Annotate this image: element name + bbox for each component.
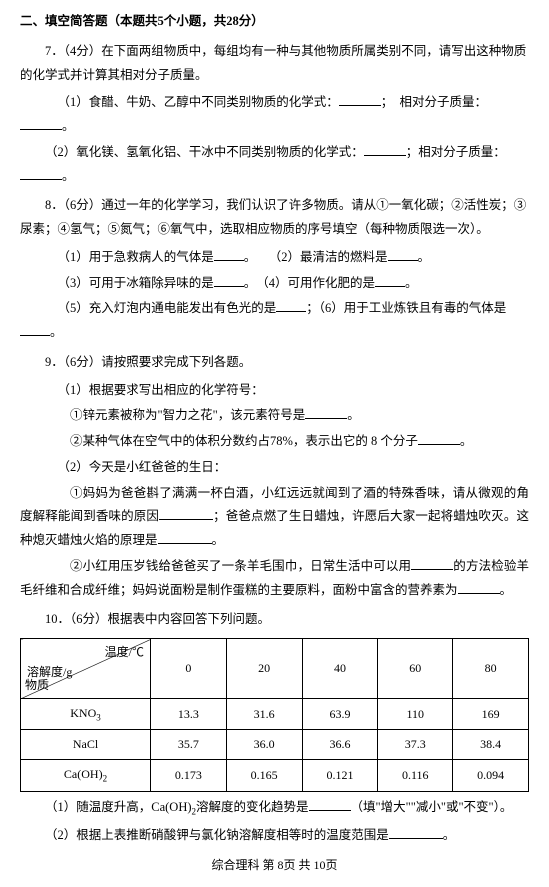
table-row: NaCl 35.7 36.0 36.6 37.3 38.4 (21, 730, 529, 760)
row-name: KNO3 (21, 699, 151, 730)
blank (364, 143, 406, 156)
q8-t2: 。 （2）最清洁的燃料是 (244, 250, 388, 264)
solubility-table: 温度/℃ 溶解度/g 物质 0 20 40 60 80 KNO3 13.3 31… (20, 638, 529, 792)
cell: 38.4 (453, 730, 529, 760)
cell: 0.173 (151, 760, 227, 791)
cell: 0.116 (378, 760, 453, 791)
cell: 63.9 (302, 699, 378, 730)
blank (214, 248, 244, 261)
blank (389, 827, 443, 840)
diag-bot: 物质 (25, 674, 49, 697)
col-2: 40 (302, 639, 378, 699)
q8-t4e: 。 (405, 276, 418, 290)
q10-stem: 10．（6分）根据表中内容回答下列问题。 (20, 608, 529, 632)
q8-t6: ；（6）用于工业炼铁且有毒的气体是 (306, 301, 506, 315)
table-diag-header: 温度/℃ 溶解度/g 物质 (21, 639, 151, 699)
cell: 13.3 (151, 699, 227, 730)
cell: 36.6 (302, 730, 378, 760)
q7-p1-text3: 。 (62, 119, 75, 133)
table-row: Ca(OH)2 0.173 0.165 0.121 0.116 0.094 (21, 760, 529, 791)
q8-t6e: 。 (50, 325, 63, 339)
q7-p2-text3: 。 (62, 169, 75, 183)
blank (20, 118, 62, 131)
q7-part1: （1）食醋、牛奶、乙醇中不同类别物质的化学式： ； 相对分子质量： 。 (20, 91, 529, 139)
cell: 0.165 (226, 760, 302, 791)
blank (418, 433, 460, 446)
col-4: 80 (453, 639, 529, 699)
q8-line3: （5）充入灯泡内通电能发出有色光的是 ；（6）用于工业炼铁且有毒的气体是。 (20, 297, 529, 345)
q9-p1: （1）根据要求写出相应的化学符号： (20, 379, 529, 403)
q9-p2a: ①妈妈为爸爸斟了满满一杯白酒，小红远远就闻到了酒的特殊香味，请从微观的角度解释能… (20, 482, 529, 553)
q7-p1-text2: ； 相对分子质量： (381, 95, 487, 109)
blank (214, 274, 244, 287)
blank (20, 167, 62, 180)
q10-s1-t2: （填"增大""减小"或"不变"）。 (351, 800, 513, 814)
q9-p2b: ②小红用压岁钱给爸爸买了一条羊毛围巾，日常生活中可以用的方法检验羊毛纤维和合成纤… (20, 555, 529, 603)
cell: 169 (453, 699, 529, 730)
q8-t3: （3）可用于冰箱除异味的是 (58, 276, 214, 290)
row-name: Ca(OH)2 (21, 760, 151, 791)
q8-line1: （1）用于急救病人的气体是 。 （2）最清洁的燃料是 。 (20, 246, 529, 270)
q7-part2: （2）氧化镁、氢氧化铝、干冰中不同类别物质的化学式： ；相对分子质量： 。 (20, 141, 529, 189)
cell: 37.3 (378, 730, 453, 760)
cell: 35.7 (151, 730, 227, 760)
q10-s1-t1: （1）随温度升高，Ca(OH)2溶解度的变化趋势是 (45, 800, 309, 814)
q9-p1a-text: ①锌元素被称为"智力之花"，该元素符号是 (70, 408, 305, 422)
q9-p2a-t3: 。 (212, 533, 225, 547)
col-0: 0 (151, 639, 227, 699)
cell: 0.121 (302, 760, 378, 791)
col-3: 60 (378, 639, 453, 699)
col-1: 20 (226, 639, 302, 699)
page-footer: 综合理科 第 8页 共 10页 (20, 854, 529, 877)
q8-stem: 8．（6分）通过一年的化学学习，我们认识了许多物质。请从①一氧化碳；②活性炭；③… (20, 194, 529, 242)
q9-p1b: ②某种气体在空气中的体积分数约占78%，表示出它的 8 个分子。 (20, 430, 529, 454)
diag-top: 温度/℃ (105, 641, 144, 664)
blank (388, 248, 418, 261)
blank (276, 300, 306, 313)
q9-p2b-t3: 。 (500, 583, 513, 597)
q8-t2e: 。 (418, 250, 431, 264)
blank (309, 798, 351, 811)
blank (20, 324, 50, 337)
q8-t5: （5）充入灯泡内通电能发出有色光的是 (58, 301, 277, 315)
q7-p2-text2: ；相对分子质量： (406, 145, 506, 159)
row-name: NaCl (21, 730, 151, 760)
blank (305, 407, 347, 420)
q7-p2-text1: （2）氧化镁、氢氧化铝、干冰中不同类别物质的化学式： (45, 145, 364, 159)
blank (411, 557, 453, 570)
q7-p1-text1: （1）食醋、牛奶、乙醇中不同类别物质的化学式： (58, 95, 339, 109)
cell: 110 (378, 699, 453, 730)
blank (458, 581, 500, 594)
section-title: 二、填空简答题（本题共5个小题，共28分） (20, 10, 529, 34)
cell: 31.6 (226, 699, 302, 730)
table-row: KNO3 13.3 31.6 63.9 110 169 (21, 699, 529, 730)
q10-s2-t1: （2）根据上表推断硝酸钾与氯化钠溶解度相等时的温度范围是 (45, 828, 389, 842)
q9-p2b-t1: ②小红用压岁钱给爸爸买了一条羊毛围巾，日常生活中可以用 (70, 559, 411, 573)
blank (339, 94, 381, 107)
q10-s2-t2: 。 (443, 828, 456, 842)
q9-p2: （2）今天是小红爸爸的生日： (20, 456, 529, 480)
cell: 0.094 (453, 760, 529, 791)
q9-p1a: ①锌元素被称为"智力之花"，该元素符号是。 (20, 404, 529, 428)
table-header-row: 温度/℃ 溶解度/g 物质 0 20 40 60 80 (21, 639, 529, 699)
q9-stem: 9．（6分）请按照要求完成下列各题。 (20, 351, 529, 375)
cell: 36.0 (226, 730, 302, 760)
q10-s2: （2）根据上表推断硝酸钾与氯化钠溶解度相等时的温度范围是 。 (20, 824, 529, 848)
q9-p1b-text: ②某种气体在空气中的体积分数约占78%，表示出它的 8 个分子 (70, 434, 418, 448)
blank (159, 508, 213, 521)
q8-line2: （3）可用于冰箱除异味的是 。 （4）可用作化肥的是 。 (20, 272, 529, 296)
q7-stem: 7．（4分）在下面两组物质中，每组均有一种与其他物质所属类别不同，请写出这种物质… (20, 40, 529, 88)
blank (158, 532, 212, 545)
q8-t1: （1）用于急救病人的气体是 (58, 250, 214, 264)
q10-s1: （1）随温度升高，Ca(OH)2溶解度的变化趋势是 （填"增大""减小"或"不变"… (20, 796, 529, 821)
q8-t4: 。 （4）可用作化肥的是 (244, 276, 375, 290)
blank (375, 274, 405, 287)
